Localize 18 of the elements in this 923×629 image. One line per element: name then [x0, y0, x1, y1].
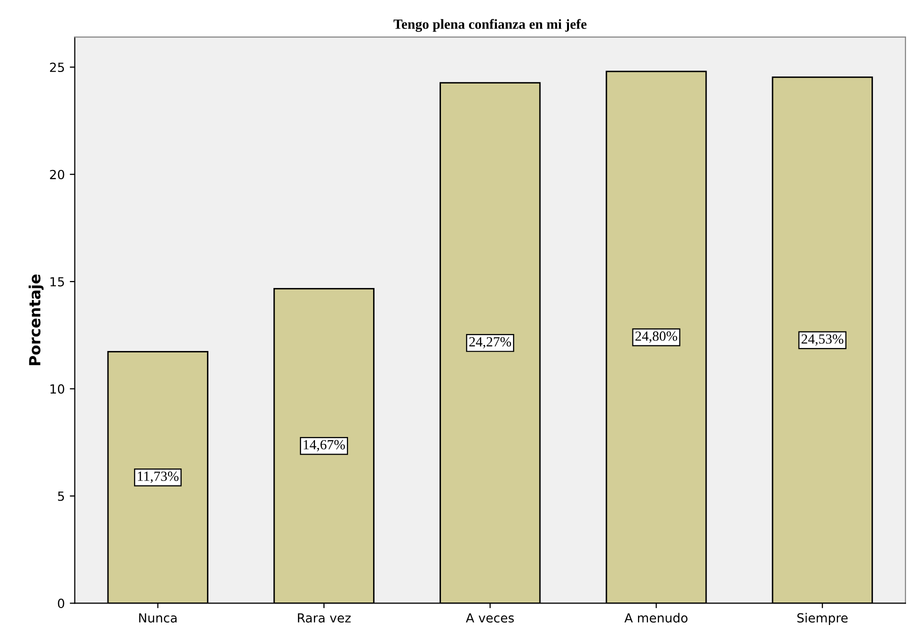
data-label: 24,27% — [469, 337, 512, 348]
data-label: 24,80% — [635, 331, 678, 343]
x-tick-label: Nunca — [139, 613, 177, 623]
y-tick-label: 20 — [50, 170, 64, 180]
y-axis-title: Porcentaje — [28, 274, 44, 366]
x-tick-label: Siempre — [797, 612, 848, 626]
data-label: 24,53% — [802, 334, 844, 346]
y-tick-label: 0 — [58, 598, 64, 608]
x-tick-label: A veces — [466, 613, 514, 623]
data-label: 11,73% — [138, 472, 179, 483]
x-tick-label: Rara vez — [298, 613, 351, 623]
y-tick-label: 25 — [50, 62, 64, 72]
y-tick-label: 5 — [58, 492, 64, 501]
y-tick-label: 10 — [50, 384, 64, 394]
x-tick-label: A menudo — [624, 612, 688, 623]
data-label: 14,67% — [304, 440, 345, 452]
chart-title: Tengo plena confianza en mi jefe — [394, 19, 587, 32]
y-tick-label: 15 — [50, 277, 64, 286]
